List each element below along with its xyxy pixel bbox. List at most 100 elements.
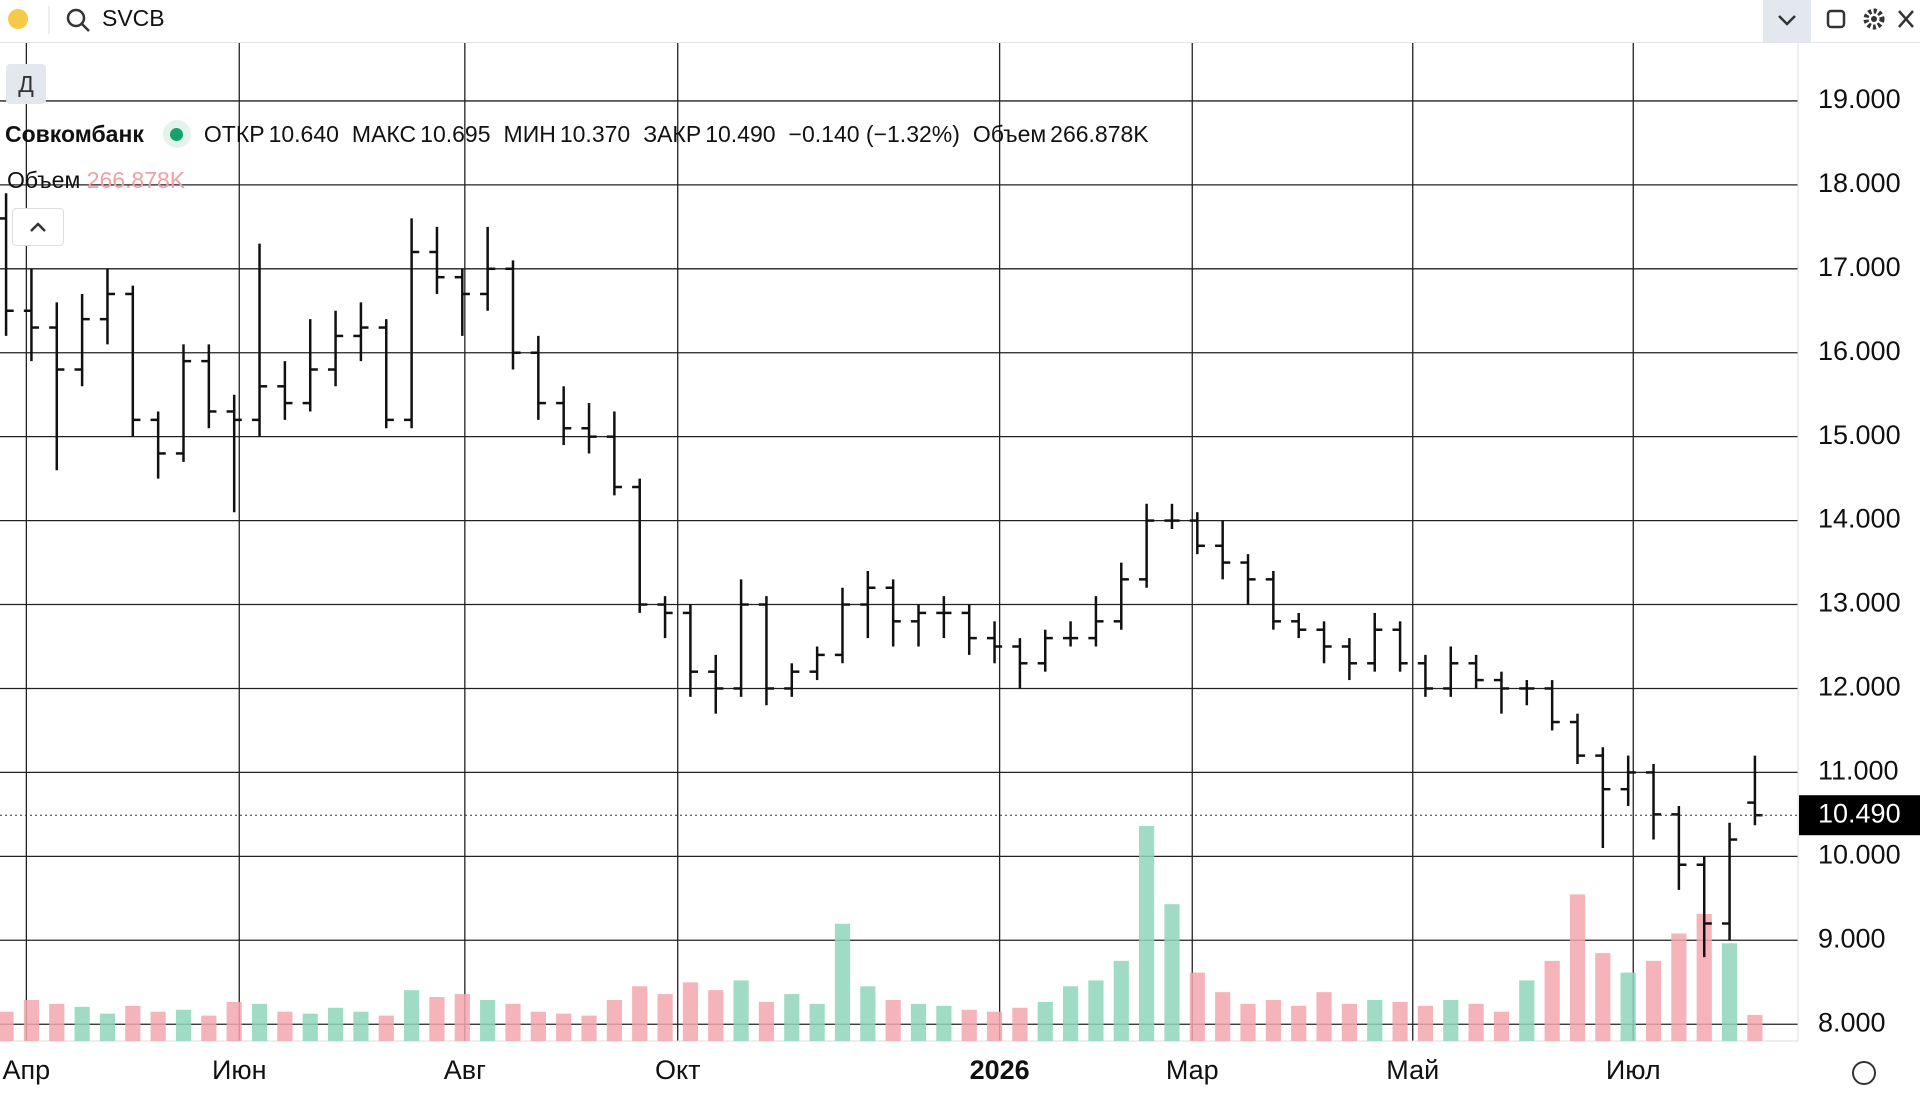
volume-bar xyxy=(1012,1007,1028,1041)
status-indicator xyxy=(162,120,191,148)
volume-bar xyxy=(327,1007,344,1041)
y-tick-label: 12.000 xyxy=(1818,672,1901,702)
window-button[interactable] xyxy=(1826,9,1846,29)
volume-bar xyxy=(1443,999,1459,1041)
volume-bar xyxy=(556,1013,572,1041)
volume-bar xyxy=(201,1015,217,1041)
y-tick-label: 9.000 xyxy=(1818,923,1886,953)
collapse-chevron xyxy=(30,222,46,232)
volume-bar xyxy=(1113,960,1129,1041)
volume-legend-label: Объем xyxy=(7,167,81,193)
y-tick-label: 16.000 xyxy=(1818,336,1901,366)
volume-bar xyxy=(454,994,470,1041)
volume-bar xyxy=(784,994,800,1041)
x-tick-label: Июн xyxy=(212,1055,267,1085)
close-label: ЗАКР xyxy=(643,120,702,147)
volume-bar xyxy=(733,980,749,1041)
y-tick-label: 11.000 xyxy=(1818,756,1899,786)
volume-bar xyxy=(1645,960,1662,1041)
low-label: МИН xyxy=(503,120,556,147)
volume-bar xyxy=(1037,1001,1053,1041)
volume-bar xyxy=(1265,999,1281,1041)
instrument-name: Совкомбанк xyxy=(5,120,144,147)
close-value: 10.490 xyxy=(705,120,776,147)
volume-bar xyxy=(505,1003,521,1041)
volume-bar xyxy=(1493,1011,1510,1041)
volume-bar xyxy=(606,999,622,1041)
toolbar-graphics: SVCB xyxy=(8,0,1914,42)
period-button[interactable]: Д xyxy=(6,64,46,104)
volume-bar xyxy=(1062,986,1079,1041)
volume-bar xyxy=(682,982,699,1041)
volume-bar xyxy=(49,1003,65,1041)
search-text[interactable]: SVCB xyxy=(102,5,165,31)
collapse-icon xyxy=(30,222,46,232)
search-icon-handle xyxy=(81,23,90,32)
volume-bar xyxy=(1164,904,1180,1041)
x-tick-label: 2026 xyxy=(970,1055,1030,1085)
volume-bar xyxy=(986,1011,1003,1041)
volume-bar xyxy=(74,1006,90,1041)
volume-bar xyxy=(251,1003,268,1041)
x-tick-label: Май xyxy=(1386,1055,1439,1085)
volume-bar xyxy=(429,997,445,1041)
volume-bar xyxy=(1544,960,1560,1041)
status-dot xyxy=(170,127,184,141)
chevron xyxy=(1778,15,1796,26)
dropdown-button[interactable] xyxy=(1763,0,1811,42)
volume-bar xyxy=(150,1011,166,1041)
volume-bar xyxy=(1519,980,1535,1041)
volume-legend-value: 266.878K xyxy=(86,167,186,193)
volume-bar xyxy=(1215,992,1231,1041)
volume-bar xyxy=(1367,999,1383,1041)
close-button-line xyxy=(1898,10,1914,28)
volume-bar xyxy=(1291,1005,1307,1041)
volume-bar xyxy=(1468,1003,1484,1041)
y-tick-label: 18.000 xyxy=(1818,168,1901,198)
volume-bar xyxy=(302,1013,318,1041)
volume-bar xyxy=(1595,953,1611,1041)
volume-bar xyxy=(1620,972,1636,1041)
volume-value: 266.878K xyxy=(1050,120,1149,147)
settings-center xyxy=(1871,16,1877,22)
last-price-label: 10.490 xyxy=(1818,798,1901,828)
volume-bar xyxy=(404,990,420,1041)
volume-bar xyxy=(910,1003,927,1041)
reset-icon xyxy=(1852,1061,1876,1085)
y-tick-label: 13.000 xyxy=(1818,588,1901,618)
settings-button[interactable] xyxy=(1863,8,1885,30)
volume-bar xyxy=(1721,943,1738,1041)
volume-bar xyxy=(1696,913,1712,1041)
y-tick-label: 8.000 xyxy=(1818,1007,1886,1037)
status-dot xyxy=(8,9,28,29)
volume-bar xyxy=(125,1005,141,1041)
y-tick-label: 19.000 xyxy=(1818,84,1901,114)
search-icon[interactable] xyxy=(66,8,86,28)
toolbar: SVCB xyxy=(0,0,1920,43)
volume-bar xyxy=(378,1015,394,1041)
y-tick-label: 17.000 xyxy=(1818,252,1901,282)
volume-bar xyxy=(99,1013,116,1041)
change-value: −0.140 (−1.32%) xyxy=(788,120,960,147)
y-tick-label: 10.000 xyxy=(1818,839,1901,869)
volume-bar xyxy=(657,994,673,1041)
volume-bar xyxy=(1747,1014,1763,1041)
legend: Совкомбанк ОТКР 10.640 МАКС 10.695 МИН 10.3… xyxy=(5,120,1153,148)
volume-bar xyxy=(1417,1005,1434,1041)
volume-bar xyxy=(277,1011,293,1041)
volume-bar xyxy=(1240,1003,1256,1041)
volume-bar xyxy=(834,923,851,1041)
volume-bar xyxy=(530,1011,546,1041)
volume-bar xyxy=(860,986,876,1041)
volume-bar xyxy=(1569,894,1586,1041)
volume-bar xyxy=(1341,1003,1357,1041)
volume-bar xyxy=(1671,933,1687,1041)
collapse-button[interactable] xyxy=(12,208,64,246)
x-tick-label: Мар xyxy=(1166,1055,1219,1085)
open-value: 10.640 xyxy=(268,120,339,147)
volume-bar xyxy=(353,1011,369,1041)
low-value: 10.370 xyxy=(559,120,631,147)
volume-legend: Объем 266.878K xyxy=(7,167,185,194)
volume-bar xyxy=(1139,826,1155,1041)
